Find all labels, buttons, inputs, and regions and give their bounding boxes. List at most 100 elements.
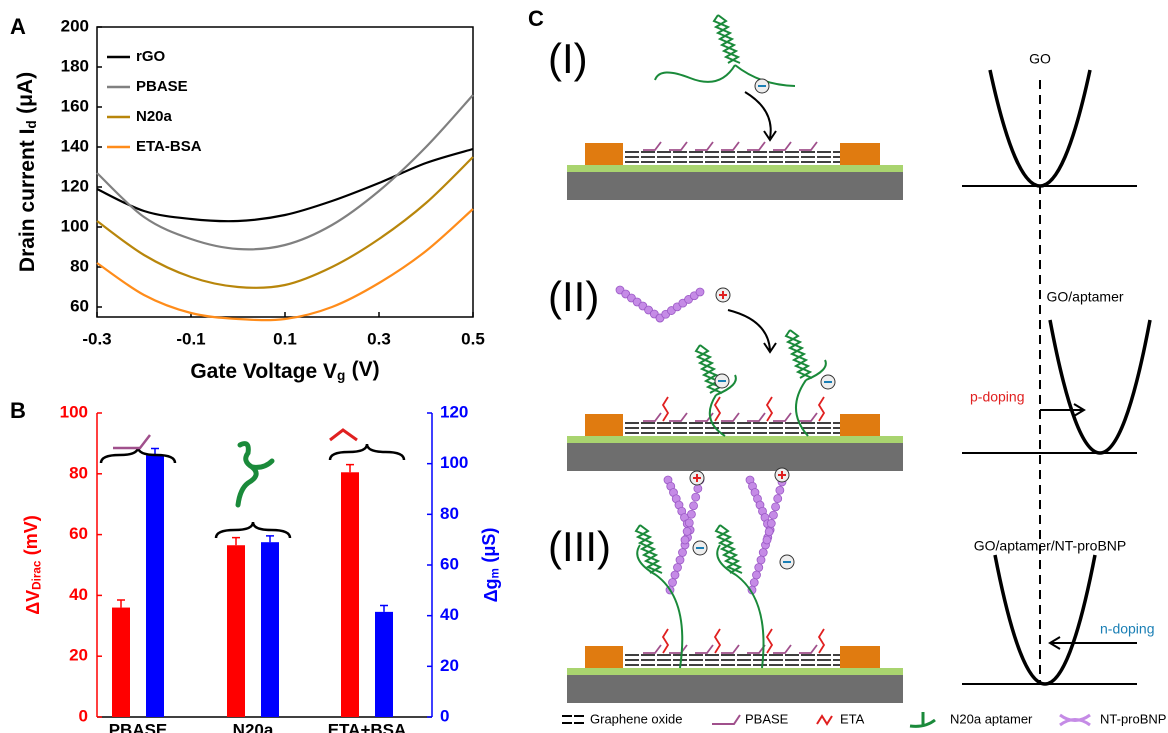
- pbase: [799, 644, 818, 654]
- aptamer-tail: [654, 64, 796, 87]
- electrode: [585, 414, 623, 436]
- error-bar: [232, 536, 240, 546]
- legend-label: PBASE: [745, 711, 789, 726]
- protein-bead: [766, 519, 776, 528]
- bar: [227, 545, 245, 717]
- electrode: [840, 143, 880, 165]
- y2-tick-label: 60: [440, 554, 459, 573]
- protein-bead: [689, 501, 698, 511]
- pbase: [799, 412, 818, 422]
- x-tick-label: N20a: [233, 720, 274, 733]
- pbase: [773, 644, 792, 654]
- bar: [341, 472, 359, 717]
- legend-label: N20a: [136, 108, 173, 125]
- pbase: [747, 644, 766, 654]
- aptamer-tail: [708, 374, 737, 437]
- aptamer-tail: [795, 359, 827, 437]
- y-tick-label: 20: [69, 646, 88, 665]
- bar: [375, 611, 393, 717]
- electrode: [585, 646, 623, 668]
- y2-tick-label: 40: [440, 605, 459, 624]
- dielectric: [567, 165, 903, 172]
- diagram: (I) GO (II) GO/aptamer (III) GO/aptamer/NT-pr…: [548, 14, 1166, 728]
- eta: [817, 628, 826, 654]
- eta: [765, 396, 774, 422]
- eta: [661, 628, 670, 654]
- electrode: [840, 414, 880, 436]
- pbase: [643, 141, 662, 151]
- pbase: [721, 644, 740, 654]
- plot-frame: [96, 26, 474, 318]
- pbase: [695, 141, 714, 151]
- pbase: [773, 412, 792, 422]
- aptamer-tail: [716, 544, 765, 669]
- bar: [261, 542, 279, 717]
- charge-sign: [778, 471, 786, 479]
- protein-bead: [754, 563, 764, 572]
- legend-protein: [1059, 713, 1091, 727]
- x-tick-label: 0.1: [273, 329, 297, 348]
- error-bar: [266, 535, 274, 543]
- eta: [765, 628, 774, 654]
- y-tick-label: 60: [70, 296, 89, 315]
- axis-label: Gate Voltage Vg (V): [190, 357, 379, 382]
- y-tick-label: 40: [69, 585, 88, 604]
- pbase: [721, 412, 740, 422]
- axis-label: Δgm (μS): [479, 528, 502, 603]
- protein-bead: [670, 570, 680, 580]
- protein-bead: [752, 570, 761, 580]
- protein-bead: [687, 509, 696, 519]
- line-series: [96, 156, 474, 289]
- substrate: [567, 172, 903, 200]
- axis-label-part: (μA): [13, 72, 36, 114]
- eta: [713, 396, 722, 422]
- eta-icon: [329, 428, 358, 442]
- pbase: [747, 412, 766, 422]
- x-tick-label: -0.1: [176, 329, 205, 348]
- x-tick-label: ETA+BSA: [328, 720, 407, 733]
- brace: [214, 521, 292, 539]
- y-tick-label: 200: [61, 16, 89, 35]
- axis-label-part: Δg: [481, 578, 501, 602]
- eta: [817, 396, 826, 422]
- aptamer-tail: [636, 544, 684, 669]
- y-tick-label: 120: [61, 176, 89, 195]
- axis-label-part: Drain current I: [16, 129, 39, 273]
- band-label: GO/aptamer/NT-proBNP: [974, 538, 1127, 554]
- protein-bead: [749, 578, 759, 587]
- protein-bead: [758, 548, 768, 557]
- protein-bead: [762, 535, 772, 545]
- axis-label-part: (V): [352, 357, 380, 380]
- arrow: [744, 91, 777, 142]
- band-label: GO/aptamer: [1046, 289, 1123, 305]
- legend-label: rGO: [136, 48, 166, 65]
- doping-label: n-doping: [1100, 621, 1155, 637]
- doping-label: p-doping: [970, 389, 1025, 405]
- y-tick-label: 160: [61, 96, 89, 115]
- pbase: [643, 644, 662, 654]
- pbase: [695, 412, 714, 422]
- protein-bead: [684, 518, 694, 528]
- pbase: [669, 412, 688, 422]
- bar: [146, 454, 164, 717]
- y-tick-label: 80: [69, 463, 88, 482]
- aptamer-helix: [634, 524, 663, 574]
- y-tick-label: 80: [70, 256, 89, 275]
- y2-tick-label: 20: [440, 656, 459, 675]
- y-tick-label: 60: [69, 524, 88, 543]
- x-tick-label: 0.5: [461, 329, 485, 348]
- pbase: [747, 141, 766, 151]
- pbase: [721, 141, 740, 151]
- axis-label-part: ΔV: [23, 590, 43, 615]
- substrate: [567, 443, 903, 471]
- charge-sign: [719, 291, 727, 299]
- pbase-icon: [113, 434, 151, 450]
- y2-tick-label: 120: [440, 402, 468, 421]
- stage-label: (II): [548, 273, 599, 320]
- arrow: [1048, 636, 1137, 650]
- dielectric: [567, 436, 903, 443]
- protein-bead: [673, 563, 682, 572]
- error-bar: [117, 599, 125, 608]
- axis-label-part: (mV): [21, 515, 41, 555]
